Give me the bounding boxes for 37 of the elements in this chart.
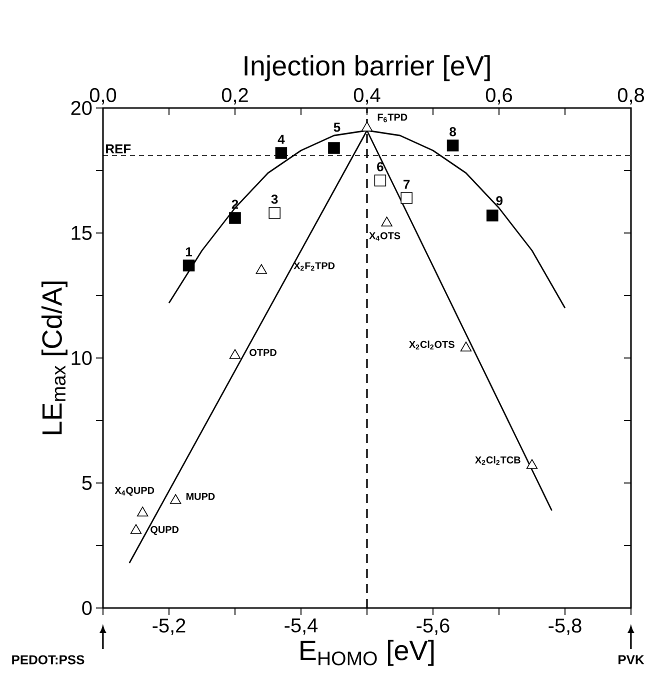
- x-tick-label: -5,6: [416, 618, 450, 635]
- annotation: OTPD: [250, 348, 276, 356]
- text: PVK: [618, 655, 644, 664]
- x2-tick-label: 0,6: [486, 88, 512, 104]
- x-tick-label: -5,4: [284, 618, 318, 635]
- x-axis-title: E$_{HOMO}$ [eV]: [300, 640, 434, 666]
- annotation: X$_{2}$F$_{2}$TPD: [294, 262, 335, 271]
- x2-tick-label: 0,0: [90, 88, 116, 104]
- x2-tick-label: 0,4: [354, 88, 380, 104]
- y-tick-label: 10: [72, 350, 92, 366]
- annotation: 6: [377, 162, 384, 172]
- ref-line-label: REF: [106, 144, 131, 154]
- y-axis-title: LE$_{max}$ [Cd/A]: [41, 282, 68, 434]
- annotation: QUPD: [150, 526, 179, 535]
- annotation: 9: [496, 196, 503, 206]
- annotation: 1: [186, 247, 192, 256]
- annotation: 3: [271, 194, 278, 204]
- y-tick-label: 15: [72, 226, 92, 240]
- y-tick-label: 5: [82, 476, 92, 490]
- x2-axis-title: Injection barrier [eV]: [244, 55, 490, 82]
- text: PEDOT:PSS: [12, 655, 84, 664]
- annotation: 7: [404, 180, 410, 189]
- y-tick-label: 20: [71, 100, 92, 116]
- x2-tick-label: 0,2: [222, 88, 248, 104]
- x-tick-label: -5,8: [548, 618, 582, 635]
- annotation: X$_{2}$Cl$_{2}$OTS: [409, 340, 454, 350]
- annotation: 8: [450, 127, 456, 136]
- annotation: X$_{4}$OTS: [369, 232, 400, 241]
- annotation: X$_{4}$QUPD: [114, 486, 154, 496]
- annotation: F$_{6}$TPD: [378, 114, 408, 122]
- x-tick-label: -5,2: [152, 618, 186, 635]
- annotation: 4: [278, 134, 285, 144]
- annotation: X$_{2}$Cl$_{2}$TCB: [475, 456, 520, 465]
- annotation: MUPD: [186, 493, 215, 500]
- x2-tick-label: 0,8: [618, 88, 644, 104]
- y-tick-label: 0: [82, 600, 92, 616]
- annotation: 5: [334, 122, 340, 132]
